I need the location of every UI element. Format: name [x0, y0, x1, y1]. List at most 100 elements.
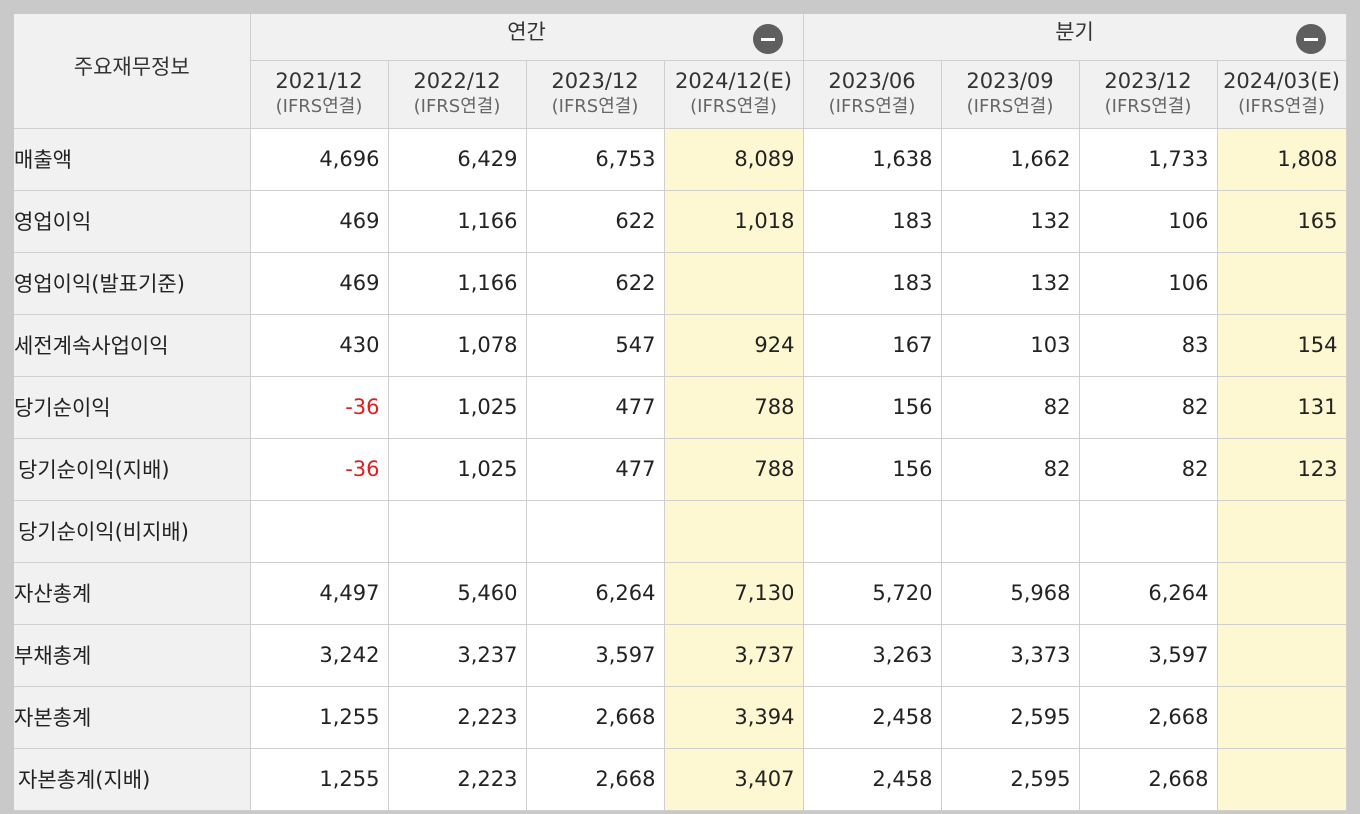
period-date: 2024/03(E)	[1223, 69, 1340, 93]
row-label: 자산총계	[14, 562, 251, 625]
quarterly-collapse-icon[interactable]	[1295, 24, 1326, 54]
table-cell: 106	[1079, 190, 1218, 253]
table-cell: 6,264	[1079, 562, 1218, 625]
table-cell: 3,597	[526, 624, 665, 687]
table-cell	[1217, 252, 1347, 315]
table-cell: 6,429	[388, 128, 527, 191]
table-cell: 82	[1079, 438, 1218, 501]
period-date: 2023/12	[551, 69, 639, 93]
table-cell: 154	[1217, 314, 1347, 377]
table-cell: 4,696	[250, 128, 389, 191]
table-cell: 477	[526, 438, 665, 501]
table-cell: 132	[941, 252, 1080, 315]
table-cell: 788	[664, 438, 804, 501]
table-cell	[664, 500, 804, 563]
table-row: 세전계속사업이익 430 1,078 547 924 167 103 83 154	[14, 314, 1347, 377]
table-cell: 4,497	[250, 562, 389, 625]
table-row: 부채총계 3,242 3,237 3,597 3,737 3,263 3,373 3,597	[14, 624, 1347, 687]
row-label: 자본총계	[14, 686, 251, 749]
table-cell: 82	[1079, 376, 1218, 439]
quarterly-group-label: 분기	[1055, 20, 1094, 44]
period-header: 2023/12 (IFRS연결)	[1079, 60, 1218, 129]
period-basis: (IFRS연결)	[828, 96, 916, 117]
table-cell: 3,597	[1079, 624, 1218, 687]
table-cell: 788	[664, 376, 804, 439]
table-cell: 547	[526, 314, 665, 377]
table-cell: 1,166	[388, 190, 527, 253]
period-basis: (IFRS연결)	[1238, 96, 1325, 117]
table-cell: 1,078	[388, 314, 527, 377]
table-cell: 2,595	[941, 748, 1080, 811]
table-cell: 156	[803, 376, 942, 439]
period-basis: (IFRS연결)	[690, 96, 777, 117]
table-cell: 2,223	[388, 748, 527, 811]
table-cell	[1217, 500, 1347, 563]
period-basis: (IFRS연결)	[551, 96, 639, 117]
table-corner-label: 주요재무정보	[14, 14, 251, 129]
table-row: 당기순이익 -36 1,025 477 788 156 82 82 131	[14, 376, 1347, 439]
period-date: 2021/12	[275, 69, 363, 93]
table-cell: 477	[526, 376, 665, 439]
period-date: 2022/12	[413, 69, 501, 93]
table-cell: 2,668	[526, 686, 665, 749]
period-basis: (IFRS연결)	[413, 96, 501, 117]
period-header: 2024/03(E) (IFRS연결)	[1217, 60, 1347, 129]
row-label: 영업이익	[14, 190, 251, 253]
table-cell: 2,458	[803, 686, 942, 749]
table-cell: 82	[941, 438, 1080, 501]
row-label: 세전계속사업이익	[14, 314, 251, 377]
period-header: 2023/12 (IFRS연결)	[526, 60, 665, 129]
table-cell: 1,166	[388, 252, 527, 315]
row-label: 부채총계	[14, 624, 251, 687]
table-cell	[1217, 624, 1347, 687]
table-cell: 103	[941, 314, 1080, 377]
table-cell	[1217, 562, 1347, 625]
table-cell: 5,968	[941, 562, 1080, 625]
table-cell: 1,808	[1217, 128, 1347, 191]
table-cell	[1217, 748, 1347, 811]
row-label: 당기순이익(비지배)	[14, 500, 251, 563]
table-cell: 2,668	[1079, 748, 1218, 811]
table-cell	[941, 500, 1080, 563]
table-cell: 82	[941, 376, 1080, 439]
table-cell	[1079, 500, 1218, 563]
period-date: 2023/12	[1104, 69, 1192, 93]
period-header: 2023/06 (IFRS연결)	[803, 60, 942, 129]
row-label: 매출액	[14, 128, 251, 191]
table-cell: 622	[526, 190, 665, 253]
table-cell: -36	[250, 376, 389, 439]
table-row: 자본총계 1,255 2,223 2,668 3,394 2,458 2,595 2,668	[14, 686, 1347, 749]
annual-collapse-icon[interactable]	[752, 24, 783, 54]
table-cell: 2,223	[388, 686, 527, 749]
table-cell: 7,130	[664, 562, 804, 625]
period-basis: (IFRS연결)	[966, 96, 1054, 117]
table-cell: 1,662	[941, 128, 1080, 191]
table-cell: 3,373	[941, 624, 1080, 687]
table-cell: 106	[1079, 252, 1218, 315]
table-cell: 2,458	[803, 748, 942, 811]
table-cell: 1,255	[250, 686, 389, 749]
table-cell: 132	[941, 190, 1080, 253]
table-cell: 2,668	[526, 748, 665, 811]
table-cell: 8,089	[664, 128, 804, 191]
period-header: 2021/12 (IFRS연결)	[250, 60, 389, 129]
table-cell: 183	[803, 252, 942, 315]
table-cell: 1,638	[803, 128, 942, 191]
table-cell: 2,668	[1079, 686, 1218, 749]
table-cell	[664, 252, 804, 315]
row-label: 자본총계(지배)	[14, 748, 251, 811]
period-header: 2023/09 (IFRS연결)	[941, 60, 1080, 129]
table-cell	[388, 500, 527, 563]
period-header: 2024/12(E) (IFRS연결)	[664, 60, 804, 129]
table-cell: 131	[1217, 376, 1347, 439]
row-label: 영업이익(발표기준)	[14, 252, 251, 315]
table-cell	[1217, 686, 1347, 749]
table-cell: 183	[803, 190, 942, 253]
table-cell: 167	[803, 314, 942, 377]
row-label: 당기순이익(지배)	[14, 438, 251, 501]
table-cell: 5,460	[388, 562, 527, 625]
table-cell: 1,255	[250, 748, 389, 811]
table-row: 당기순이익(비지배)	[14, 500, 1347, 563]
financial-summary-table: 주요재무정보 연간 분기 2021/12 (IFRS연결) 2022/12 (IFRS…	[14, 14, 1347, 811]
